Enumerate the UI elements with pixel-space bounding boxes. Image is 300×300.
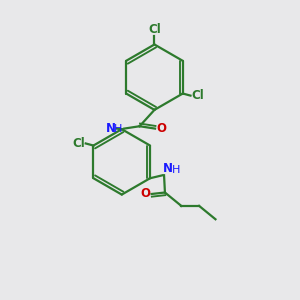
Text: H: H (172, 165, 180, 175)
Text: Cl: Cl (191, 89, 204, 102)
Text: O: O (157, 122, 166, 135)
Text: H: H (114, 124, 123, 134)
Text: Cl: Cl (72, 137, 85, 150)
Text: N: N (163, 162, 173, 175)
Text: O: O (140, 188, 150, 200)
Text: N: N (106, 122, 116, 135)
Text: Cl: Cl (148, 22, 161, 36)
